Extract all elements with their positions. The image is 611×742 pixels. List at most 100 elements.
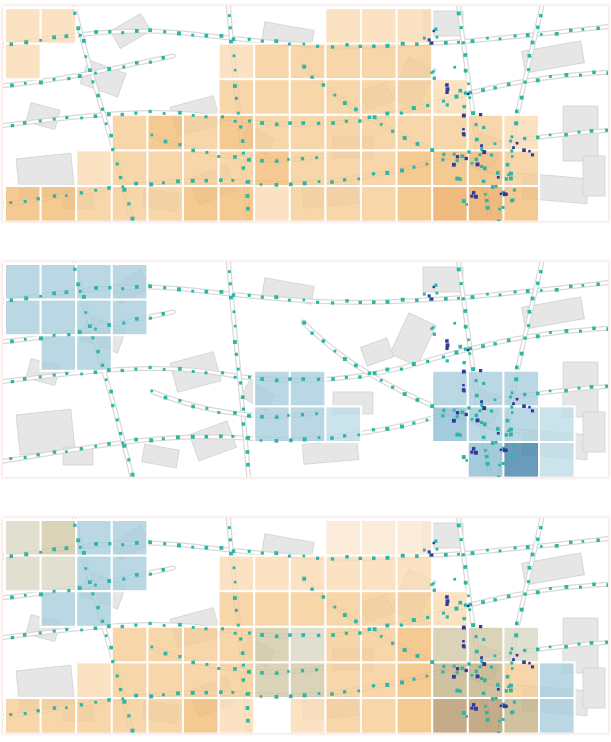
map-panel-blue[interactable] <box>3 262 608 477</box>
stop-marker <box>331 633 335 637</box>
stop-marker <box>80 372 83 376</box>
stop-marker <box>36 453 40 457</box>
stop-marker <box>502 704 507 709</box>
stop-marker <box>344 119 348 123</box>
stop-marker <box>510 647 514 651</box>
stop-marker <box>52 333 56 337</box>
stop-marker <box>430 297 434 301</box>
stop-marker <box>523 80 527 84</box>
stop-marker <box>330 180 334 184</box>
stop-marker <box>525 545 530 549</box>
stop-marker <box>471 703 476 707</box>
stop-marker <box>65 706 68 709</box>
stop-marker <box>148 572 152 576</box>
stop-marker <box>507 429 511 433</box>
stop-marker <box>462 383 465 387</box>
stop-marker <box>205 150 209 154</box>
stop-marker <box>527 565 532 570</box>
stop-marker <box>479 369 483 373</box>
stop-marker <box>513 34 517 38</box>
grid-cell <box>110 625 149 664</box>
stop-marker <box>462 389 466 393</box>
grid-cell <box>182 185 220 221</box>
stop-marker <box>564 73 569 77</box>
stop-marker <box>358 556 362 561</box>
stop-marker <box>236 623 240 627</box>
stop-marker <box>163 286 167 290</box>
stop-marker <box>24 552 29 557</box>
grid-cell <box>360 519 398 557</box>
stop-marker <box>482 678 487 683</box>
grid-cell <box>466 625 505 664</box>
stop-marker <box>490 441 495 445</box>
stop-marker <box>415 398 420 402</box>
stop-marker <box>489 665 494 669</box>
stop-marker <box>505 418 510 423</box>
stop-marker <box>342 613 347 617</box>
stop-marker <box>233 580 237 584</box>
stop-marker <box>22 633 27 637</box>
stop-marker <box>385 111 390 116</box>
stop-marker <box>530 296 535 301</box>
stop-marker <box>107 67 112 71</box>
stop-marker <box>502 448 507 453</box>
map-panel-combined[interactable] <box>3 518 608 733</box>
stop-marker <box>527 53 532 58</box>
stop-marker <box>458 689 462 693</box>
stop-marker <box>9 298 14 303</box>
stop-marker <box>510 198 515 202</box>
stop-marker <box>564 132 568 137</box>
stop-marker <box>372 44 376 48</box>
map-panel-orange[interactable] <box>3 6 608 221</box>
stop-marker <box>564 644 568 649</box>
stop-marker <box>148 316 152 320</box>
stop-marker <box>274 551 279 556</box>
stop-marker <box>176 691 180 696</box>
stop-marker <box>442 408 446 412</box>
stop-marker <box>514 365 519 370</box>
stop-marker <box>478 665 482 669</box>
stop-marker <box>111 403 115 408</box>
stop-marker <box>121 697 125 701</box>
stop-marker <box>163 651 168 656</box>
stop-marker <box>76 538 81 543</box>
stop-marker <box>480 164 484 168</box>
stop-marker <box>274 634 279 639</box>
stop-marker <box>465 715 468 718</box>
stop-marker <box>589 385 594 389</box>
grid-cell <box>288 625 327 664</box>
stop-marker <box>94 71 97 75</box>
grid-cell <box>146 113 184 152</box>
stop-marker <box>330 45 335 49</box>
stop-marker <box>480 144 483 147</box>
stop-marker <box>548 645 552 649</box>
stop-marker <box>130 728 135 733</box>
stop-marker <box>178 366 182 371</box>
stop-marker <box>455 415 459 419</box>
stop-marker <box>505 162 510 167</box>
stop-marker <box>564 585 569 589</box>
stop-marker <box>10 339 14 344</box>
stop-marker <box>526 67 531 72</box>
stop-marker <box>402 392 407 397</box>
stop-marker <box>496 687 500 691</box>
stop-marker <box>515 653 519 657</box>
stop-marker <box>191 369 195 373</box>
stop-marker <box>321 595 326 599</box>
building <box>389 312 437 367</box>
grid-cell <box>182 149 220 187</box>
stop-marker <box>522 404 526 409</box>
stop-marker <box>178 143 182 147</box>
stop-marker <box>540 545 543 548</box>
stop-marker <box>509 651 513 655</box>
stop-marker <box>482 166 487 171</box>
stop-marker <box>104 378 108 382</box>
stop-marker <box>462 645 466 649</box>
stop-marker <box>111 147 115 152</box>
stop-marker <box>191 660 195 665</box>
stop-marker <box>455 432 460 437</box>
stop-marker <box>247 37 251 41</box>
stop-marker <box>434 539 438 543</box>
stop-marker <box>228 26 232 30</box>
stop-marker <box>451 418 456 423</box>
